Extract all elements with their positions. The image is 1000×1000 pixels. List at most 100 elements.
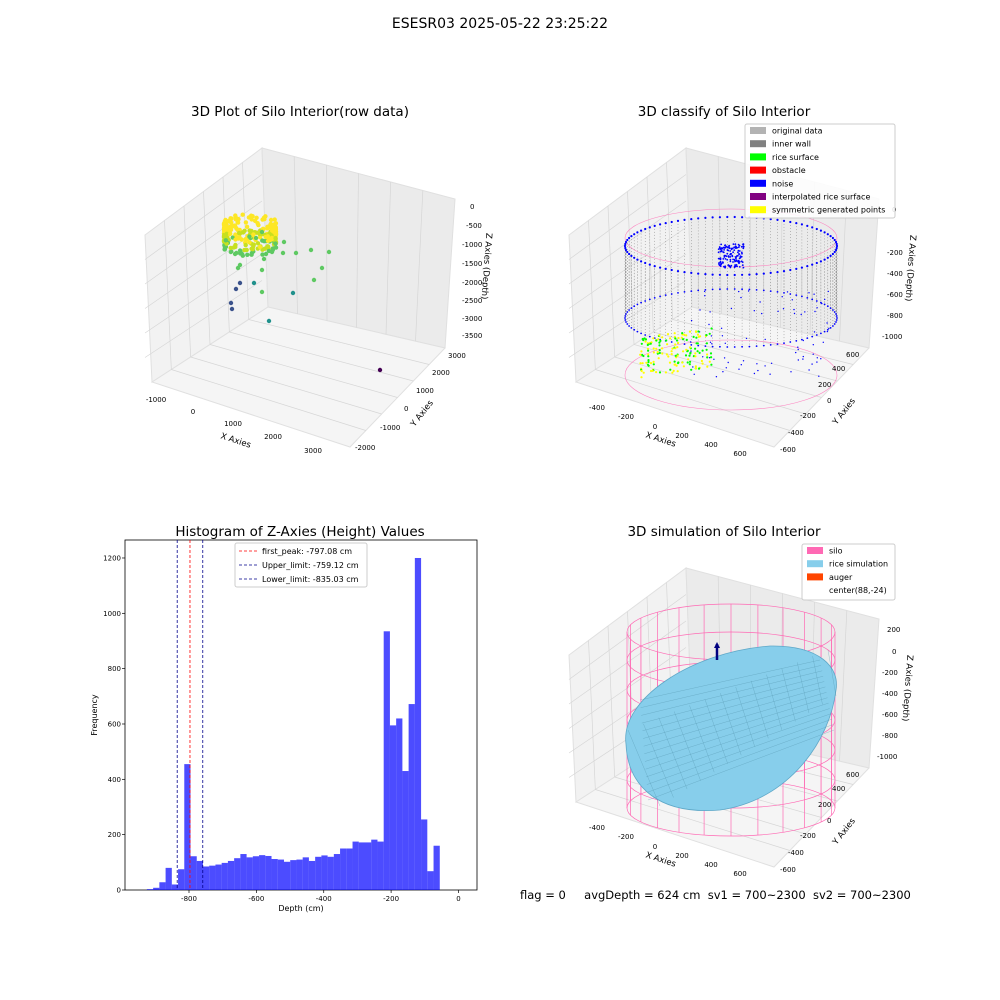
grid-line xyxy=(171,369,366,431)
noise-point xyxy=(640,301,642,304)
noise-point xyxy=(781,296,783,298)
data-point xyxy=(260,238,265,243)
data-point xyxy=(249,246,254,251)
noise-point xyxy=(836,317,838,319)
histogram-bar xyxy=(421,819,428,890)
noise-point xyxy=(741,216,744,219)
noise-point xyxy=(628,309,630,311)
noise-point xyxy=(653,265,656,268)
noise-point xyxy=(630,327,633,329)
y-tick-label: 600 xyxy=(846,351,859,359)
histogram-bars xyxy=(146,557,440,890)
rice-surface-point xyxy=(709,352,713,355)
data-point xyxy=(237,280,243,286)
grid-line xyxy=(385,181,392,335)
data-point xyxy=(243,220,249,225)
noise-point xyxy=(670,341,673,343)
noise-point xyxy=(732,261,734,263)
noise-point xyxy=(835,313,837,315)
noise-point xyxy=(811,298,814,301)
noise-point xyxy=(748,345,751,348)
classify-plot-title: 3D classify of Silo Interior xyxy=(638,104,811,120)
rice-surface-point xyxy=(642,371,645,374)
noise-point xyxy=(726,258,729,261)
z-tick-label: -2000 xyxy=(462,279,482,287)
data-point xyxy=(265,238,271,244)
grid-line xyxy=(164,220,172,370)
rice-surface-point xyxy=(676,354,679,357)
x-tick-label: 0 xyxy=(191,408,195,416)
histogram-bar xyxy=(246,857,253,890)
noise-point xyxy=(733,249,736,252)
mesh-line xyxy=(643,692,827,747)
rice-surface-point xyxy=(666,343,669,346)
noise-point xyxy=(724,342,726,344)
data-point xyxy=(266,318,272,324)
simulation-3d-plot: 3D simulation of Silo Interior -400 -200… xyxy=(568,524,914,878)
noise-point xyxy=(759,301,761,303)
x-tick-label: -800 xyxy=(181,895,197,903)
histogram-bar xyxy=(165,867,172,890)
noise-point xyxy=(725,367,727,369)
classified-points xyxy=(623,215,839,379)
rice-surface-point xyxy=(658,351,661,355)
noise-point xyxy=(697,272,700,275)
rice-surface-point xyxy=(673,363,676,366)
data-point xyxy=(251,280,257,286)
grid-line xyxy=(568,594,687,680)
noise-point xyxy=(733,346,736,348)
noise-point xyxy=(690,319,693,322)
mesh-line xyxy=(646,713,831,778)
noise-point xyxy=(664,222,667,225)
noise-point xyxy=(733,215,736,219)
noise-point xyxy=(812,353,814,355)
noise-point xyxy=(708,357,711,359)
noise-point xyxy=(812,344,814,346)
data-point xyxy=(280,250,286,256)
histogram-bar xyxy=(196,860,203,890)
z-tick-label: 0 xyxy=(470,203,474,211)
noise-point xyxy=(811,226,814,229)
noise-point xyxy=(708,323,710,326)
noise-point xyxy=(692,366,694,368)
rice-surface-point xyxy=(706,365,709,368)
noise-point xyxy=(782,270,786,273)
noise-point xyxy=(835,246,838,250)
z-tick-label: 200 xyxy=(887,626,900,634)
rice-surface-point xyxy=(694,365,698,368)
noise-point xyxy=(623,244,627,248)
noise-point xyxy=(722,371,724,373)
noise-point xyxy=(724,266,726,269)
noise-point xyxy=(625,321,627,323)
y-tick-label: -1000 xyxy=(380,424,400,432)
rice-surface-point xyxy=(657,357,660,360)
noise-point xyxy=(640,229,643,232)
raw-plot-grid xyxy=(144,156,430,431)
noise-point xyxy=(636,303,639,306)
rice-surface-point xyxy=(685,334,688,337)
noise-point xyxy=(789,293,792,295)
noise-point xyxy=(727,256,730,258)
noise-point xyxy=(677,292,679,294)
noise-point xyxy=(776,271,779,274)
x-tick-label: 600 xyxy=(733,450,746,458)
data-point xyxy=(247,240,252,245)
noise-point xyxy=(795,267,798,270)
x-tick-label: -400 xyxy=(589,824,605,832)
y-tick-label: 2000 xyxy=(432,369,450,377)
x-tick-label: 200 xyxy=(675,852,688,860)
data-point xyxy=(236,217,241,222)
raw-y-axis-label: Y Axies xyxy=(408,398,436,430)
rice-surface-point xyxy=(661,352,664,355)
x-tick-label: 0 xyxy=(653,423,657,431)
x-tick-label: -400 xyxy=(316,895,332,903)
legend-label: center(88,-24) xyxy=(829,586,887,595)
x-tick-label: -600 xyxy=(248,895,264,903)
x-tick-label: 2000 xyxy=(264,433,282,441)
rice-surface-point xyxy=(706,353,709,356)
rice-surface-point xyxy=(644,340,647,343)
histogram-legend: first_peak: -797.08 cm Upper_limit: -759.… xyxy=(234,542,368,588)
noise-point xyxy=(755,345,758,347)
data-point xyxy=(233,286,239,292)
noise-point xyxy=(833,250,836,254)
